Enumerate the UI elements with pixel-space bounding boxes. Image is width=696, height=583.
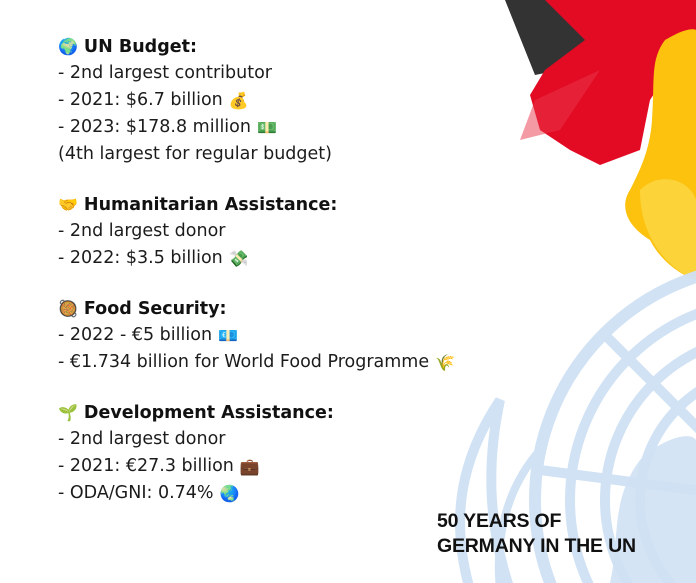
handshake-icon: 🤝 xyxy=(58,195,78,214)
section-food-security: 🥘 Food Security: - 2022 - €5 billion 💶 - … xyxy=(58,296,455,376)
section-un-budget: 🌍 UN Budget: - 2nd largest contributor -… xyxy=(58,34,455,168)
money-with-wings-icon: 💸 xyxy=(228,248,249,268)
seedling-icon: 🌱 xyxy=(58,403,78,422)
money-bag-icon: 💰 xyxy=(228,90,249,110)
list-item: - ODA/GNI: 0.74% 🌏 xyxy=(58,483,240,503)
list-item: - 2nd largest donor xyxy=(58,429,226,449)
list-item: - 2022: $3.5 billion 💸 xyxy=(58,248,249,268)
list-item: - €1.734 billion for World Food Programm… xyxy=(58,352,456,372)
list-item: - 2nd largest donor xyxy=(58,221,226,241)
list-item: - 2022 - €5 billion 💶 xyxy=(58,325,238,345)
food-bowl-icon: 🥘 xyxy=(58,299,78,318)
globe-asia-icon: 🌏 xyxy=(219,483,240,503)
section-heading: 🌱 Development Assistance: xyxy=(58,403,334,423)
section-development: 🌱 Development Assistance: - 2nd largest … xyxy=(58,400,455,507)
dollar-banknote-icon: 💵 xyxy=(256,117,277,137)
list-item: - 2021: $6.7 billion 💰 xyxy=(58,90,249,110)
globe-africa-icon: 🌍 xyxy=(58,37,78,56)
rice-sheaf-icon: 🌾 xyxy=(435,352,456,372)
section-heading: 🥘 Food Security: xyxy=(58,299,227,319)
poster-title: 50 YEARS OF GERMANY IN THE UN xyxy=(437,510,636,557)
list-item: - 2021: €27.3 billion 💼 xyxy=(58,456,260,476)
euro-banknote-icon: 💶 xyxy=(218,325,238,345)
list-item: - 2023: $178.8 million 💵 xyxy=(58,117,277,137)
stats-list: 🌍 UN Budget: - 2nd largest contributor -… xyxy=(58,34,455,531)
german-flag-brushstroke xyxy=(505,0,696,281)
section-humanitarian: 🤝 Humanitarian Assistance: - 2nd largest… xyxy=(58,192,455,272)
list-item: - 2nd largest contributor xyxy=(58,63,272,83)
section-heading: 🌍 UN Budget: xyxy=(58,37,197,57)
list-item: (4th largest for regular budget) xyxy=(58,144,332,164)
briefcase-icon: 💼 xyxy=(239,456,260,476)
section-heading: 🤝 Humanitarian Assistance: xyxy=(58,195,338,215)
